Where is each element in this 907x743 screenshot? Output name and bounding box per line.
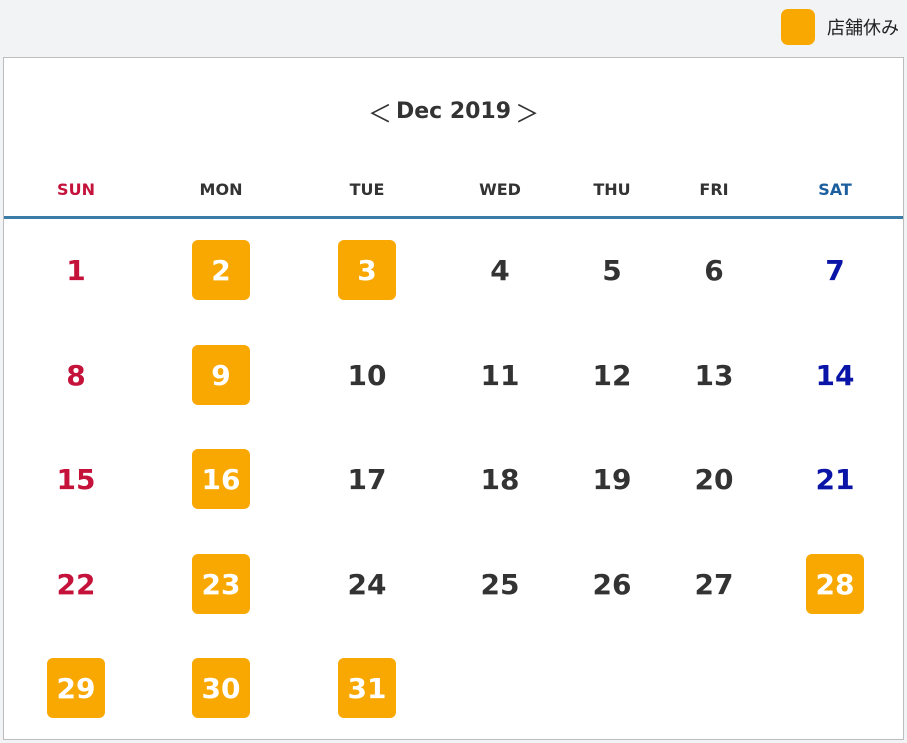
legend: 店舗休み xyxy=(781,9,899,45)
calendar-day-closed[interactable]: 9 xyxy=(192,345,250,405)
calendar-day-closed[interactable]: 3 xyxy=(338,240,396,300)
calendar-day[interactable]: 19 xyxy=(592,462,632,496)
calendar-day-closed[interactable]: 29 xyxy=(47,658,105,718)
calendar-day-closed[interactable]: 2 xyxy=(192,240,250,300)
legend-label: 店舗休み xyxy=(827,18,899,39)
calendar-day-closed[interactable]: 30 xyxy=(192,658,250,718)
weekday-fri: FRI xyxy=(699,180,729,199)
calendar-day[interactable]: 15 xyxy=(56,462,96,496)
calendar-day[interactable]: 21 xyxy=(815,462,855,496)
calendar-day[interactable]: 8 xyxy=(66,358,86,392)
calendar-day-closed[interactable]: 23 xyxy=(192,554,250,614)
calendar-day[interactable]: 25 xyxy=(480,567,520,601)
calendar-day[interactable]: 18 xyxy=(480,462,520,496)
calendar-day[interactable]: 7 xyxy=(825,253,845,287)
weekday-thu: THU xyxy=(593,180,631,199)
calendar-day[interactable]: 20 xyxy=(694,462,734,496)
weekday-mon: MON xyxy=(199,180,243,199)
weekday-sun: SUN xyxy=(57,180,95,199)
calendar-day[interactable]: 11 xyxy=(480,358,520,392)
calendar-day[interactable]: 13 xyxy=(694,358,734,392)
calendar-day[interactable]: 10 xyxy=(347,358,387,392)
month-title: Dec 2019 xyxy=(395,99,512,124)
weekday-tue: TUE xyxy=(349,180,385,199)
calendar-day-closed[interactable]: 16 xyxy=(192,449,250,509)
calendar-day[interactable]: 17 xyxy=(347,462,387,496)
calendar-day[interactable]: 5 xyxy=(602,253,622,287)
calendar-day[interactable]: 26 xyxy=(592,567,632,601)
calendar-day[interactable]: 6 xyxy=(704,253,724,287)
calendar-day[interactable]: 4 xyxy=(490,253,510,287)
weekday-header-row: SUN MON TUE WED THU FRI SAT xyxy=(4,176,903,219)
calendar-day[interactable]: 12 xyxy=(592,358,632,392)
calendar-day[interactable]: 22 xyxy=(56,567,96,601)
calendar-day-closed[interactable]: 28 xyxy=(806,554,864,614)
prev-month-button[interactable]: ＜ xyxy=(367,100,392,128)
calendar-day[interactable]: 27 xyxy=(694,567,734,601)
calendar-day[interactable]: 1 xyxy=(66,253,86,287)
calendar-header: ＜ Dec 2019 ＞ xyxy=(4,94,903,129)
legend-closed-swatch xyxy=(781,9,815,45)
calendar-day[interactable]: 24 xyxy=(347,567,387,601)
next-month-button[interactable]: ＞ xyxy=(515,100,540,128)
weekday-wed: WED xyxy=(479,180,521,199)
weekday-sat: SAT xyxy=(818,180,852,199)
calendar-day-closed[interactable]: 31 xyxy=(338,658,396,718)
calendar-day[interactable]: 14 xyxy=(815,358,855,392)
